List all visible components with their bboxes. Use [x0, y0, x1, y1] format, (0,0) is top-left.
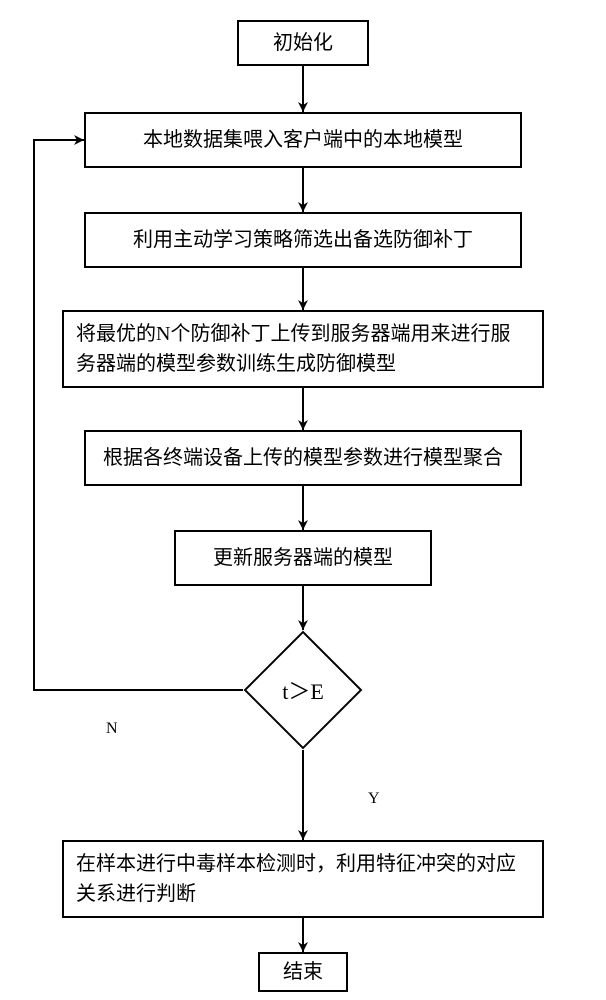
node-label: 利用主动学习策略筛选出备选防御补丁 — [133, 225, 473, 255]
edge-label-yes: Y — [368, 790, 380, 808]
node-update-server: 更新服务器端的模型 — [174, 530, 432, 586]
node-model-aggregate: 根据各终端设备上传的模型参数进行模型聚合 — [84, 430, 522, 486]
node-end: 结束 — [258, 952, 348, 992]
decision-label-wrap: t＞E — [243, 630, 363, 750]
node-label: 结束 — [283, 957, 323, 987]
node-init: 初始化 — [237, 20, 369, 66]
node-label: 本地数据集喂入客户端中的本地模型 — [143, 125, 463, 155]
decision-label: t＞E — [282, 674, 324, 706]
node-label: 初始化 — [273, 28, 333, 58]
flowchart-canvas: 初始化 本地数据集喂入客户端中的本地模型 利用主动学习策略筛选出备选防御补丁 将… — [0, 0, 606, 1000]
node-detect-sample: 在样本进行中毒样本检测时，利用特征冲突的对应关系进行判断 — [62, 840, 544, 918]
node-active-learning: 利用主动学习策略筛选出备选防御补丁 — [84, 212, 522, 268]
edge-label-no: N — [106, 720, 118, 738]
node-label: 根据各终端设备上传的模型参数进行模型聚合 — [103, 443, 503, 473]
node-feed-local: 本地数据集喂入客户端中的本地模型 — [84, 112, 522, 168]
node-label: 在样本进行中毒样本检测时，利用特征冲突的对应关系进行判断 — [76, 849, 530, 909]
node-upload-patches: 将最优的N个防御补丁上传到服务器端用来进行服务器端的模型参数训练生成防御模型 — [62, 310, 544, 388]
node-label: 更新服务器端的模型 — [213, 543, 393, 573]
node-label: 将最优的N个防御补丁上传到服务器端用来进行服务器端的模型参数训练生成防御模型 — [76, 319, 530, 379]
